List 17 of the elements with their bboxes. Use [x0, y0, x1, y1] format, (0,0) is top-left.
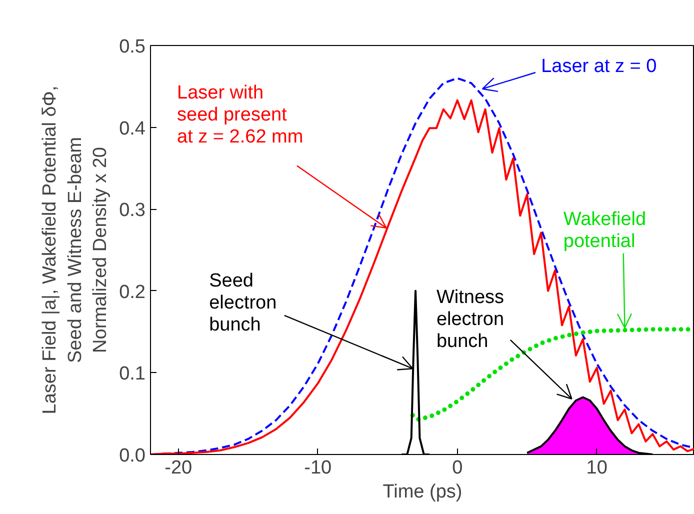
- x-tick-label: 10: [586, 458, 608, 478]
- y-tick-label: 0.5: [119, 36, 146, 58]
- x-tick-label: 0: [452, 458, 463, 478]
- x-tick-label: -20: [164, 458, 192, 478]
- annotation: Laser at z = 0: [541, 56, 657, 78]
- annotation: Witness electron bunch: [436, 286, 504, 352]
- annotation: Laser with seed present at z = 2.62 mm: [177, 82, 304, 148]
- y-tick-label: 0.1: [119, 364, 146, 385]
- y-tick-label: 0.2: [119, 282, 146, 303]
- y-axis-title: Laser Field |a|, Wakefield Potential δΦ, Seed and Witness E-beam Normalized Density x 20: [40, 86, 112, 414]
- y-tick-label: 0.0: [119, 446, 146, 466]
- annotation: Wakefield potential: [563, 209, 646, 252]
- y-tick-label: 0.4: [119, 118, 146, 140]
- x-tick-label: -10: [304, 458, 332, 478]
- annotation: Seed electron bunch: [209, 270, 277, 336]
- x-axis-title: Time (ps): [382, 482, 462, 502]
- y-tick-label: 0.3: [119, 200, 146, 222]
